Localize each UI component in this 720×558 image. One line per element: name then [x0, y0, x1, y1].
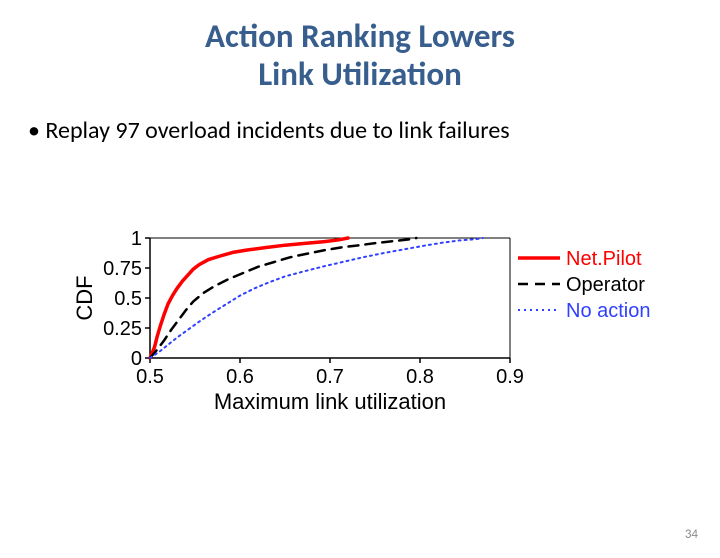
title-line-2: Link Utilization [0, 56, 720, 94]
svg-text:0.6: 0.6 [226, 366, 254, 388]
svg-text:0.9: 0.9 [496, 366, 524, 388]
bullet-text: Replay 97 overload incidents due to link… [28, 116, 720, 145]
svg-text:0.5: 0.5 [114, 288, 142, 310]
chart-svg: 00.250.50.7510.50.60.70.80.9CDFMaximum l… [70, 228, 650, 448]
svg-text:Maximum link utilization: Maximum link utilization [214, 389, 446, 414]
slide-title: Action Ranking Lowers Link Utilization [0, 18, 720, 94]
cdf-chart: 00.250.50.7510.50.60.70.80.9CDFMaximum l… [70, 228, 650, 448]
svg-text:0.8: 0.8 [406, 366, 434, 388]
title-line-1: Action Ranking Lowers [0, 18, 720, 56]
svg-text:CDF: CDF [72, 275, 97, 320]
svg-text:No action: No action [566, 300, 650, 322]
svg-text:0.25: 0.25 [103, 318, 142, 340]
svg-text:0.7: 0.7 [316, 366, 344, 388]
svg-text:0.75: 0.75 [103, 258, 142, 280]
svg-text:1: 1 [131, 228, 142, 250]
svg-text:Operator: Operator [566, 274, 645, 296]
svg-text:Net.Pilot: Net.Pilot [566, 248, 642, 270]
svg-text:0.5: 0.5 [136, 366, 164, 388]
